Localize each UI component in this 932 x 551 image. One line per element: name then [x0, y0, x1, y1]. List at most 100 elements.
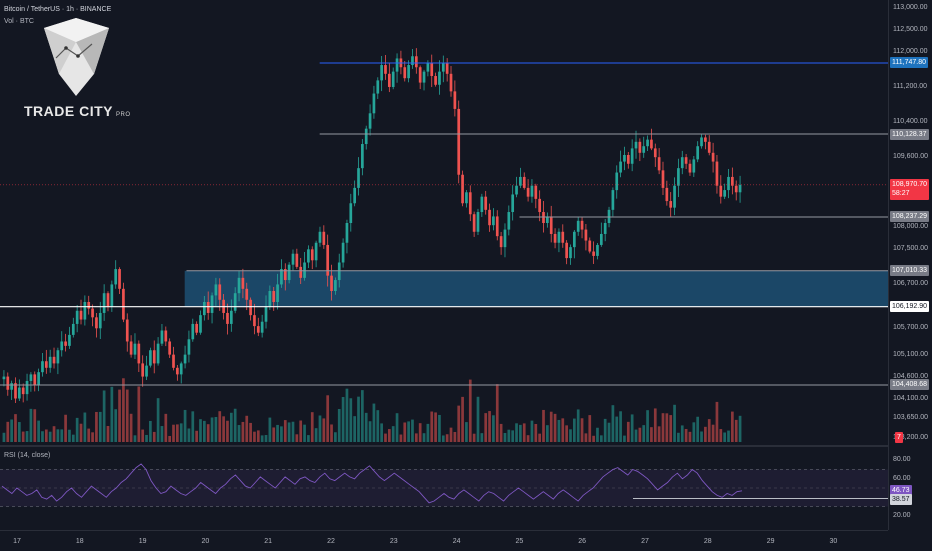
symbol-legend[interactable]: Bitcoin / TetherUS · 1h · BINANCE — [4, 6, 112, 13]
volume-bar — [684, 428, 688, 442]
candle-body — [480, 196, 484, 213]
time-tick-label: 23 — [389, 538, 398, 545]
candle-body — [10, 383, 13, 390]
volume-bar — [71, 434, 75, 442]
volume-bar — [361, 390, 364, 442]
candle-body — [368, 113, 372, 129]
volume-bar — [507, 429, 511, 442]
volume-bar — [611, 405, 615, 442]
candle-body — [272, 291, 276, 302]
candle-body — [688, 163, 692, 173]
candle-body — [17, 387, 21, 399]
volume-bar — [669, 415, 673, 442]
level-price-label: 110,128.37 — [890, 128, 929, 140]
level-price-label: 107,010.33 — [890, 265, 930, 277]
volume-bar — [233, 408, 237, 442]
candle-body — [357, 168, 360, 188]
volume-bar — [542, 409, 545, 442]
volume-bar — [68, 429, 71, 442]
volume-bar — [488, 411, 491, 442]
candle-body — [422, 71, 426, 83]
volume-bar — [368, 421, 372, 442]
candle-body — [114, 269, 118, 285]
volume-bar — [457, 405, 461, 442]
price-tick-label: 111,200.00 — [893, 82, 927, 90]
volume-bar — [264, 435, 268, 442]
candle-body — [52, 356, 56, 364]
candle-body — [133, 343, 137, 355]
candle-body — [403, 67, 407, 79]
volume-bar — [64, 414, 67, 442]
price-tick-label: 104,600.00 — [893, 372, 929, 380]
candle-body — [642, 146, 646, 153]
price-axis[interactable]: 113,000.00 112,500.00 112,000.00 111,200.00… — [888, 0, 932, 530]
candle-body — [187, 339, 191, 355]
candle-body — [376, 80, 380, 94]
price-chart-canvas[interactable] — [0, 0, 889, 445]
candle-body — [29, 374, 33, 381]
price-chart-pane[interactable] — [0, 0, 889, 445]
trade-city-logo: TRADE CITY PRO — [24, 18, 134, 138]
rsi-pane[interactable] — [0, 447, 888, 530]
candle-body — [372, 93, 376, 114]
rsi-legend[interactable]: RSI (14, close) — [4, 452, 51, 459]
volume-bar — [249, 422, 252, 442]
volume-bar — [549, 411, 553, 442]
volume-bar — [33, 409, 37, 442]
volume-bar — [199, 419, 202, 442]
candle-body — [461, 174, 464, 204]
volume-bar — [441, 435, 445, 442]
candle-body — [253, 315, 256, 327]
volume-bar — [48, 431, 52, 442]
candle-body — [125, 319, 129, 342]
volume-bar — [334, 432, 337, 442]
volume-bar — [380, 423, 383, 442]
volume-bar — [642, 425, 646, 442]
time-tick-label: 20 — [201, 538, 210, 545]
time-tick-label: 29 — [766, 538, 775, 545]
pane-divider[interactable] — [0, 445, 932, 447]
candle-body — [326, 244, 330, 276]
candle-body — [102, 293, 106, 313]
time-axis[interactable]: 17 18 19 20 21 22 23 24 25 26 27 28 29 30 — [0, 530, 888, 551]
candle-body — [391, 71, 395, 87]
volume-bar — [696, 416, 700, 442]
volume-bar — [98, 411, 102, 442]
candle-body — [557, 231, 561, 243]
time-tick-label: 21 — [264, 538, 273, 545]
candle-body — [353, 187, 357, 204]
volume-bar — [6, 421, 10, 442]
candle-body — [395, 58, 399, 72]
candle-body — [241, 277, 245, 289]
volume-bar — [56, 429, 60, 442]
volume-bar — [164, 413, 168, 442]
candle-body — [183, 354, 187, 364]
volume-bar — [434, 412, 437, 442]
volume-bar — [37, 420, 40, 442]
candle-body — [538, 198, 542, 213]
candle-body — [314, 242, 318, 261]
volume-bar — [461, 396, 464, 442]
candle-body — [106, 293, 110, 307]
volume-bar — [661, 413, 665, 442]
candle-body — [680, 157, 684, 169]
time-tick-label: 30 — [829, 538, 838, 545]
volume-bar — [237, 425, 241, 442]
candle-body — [476, 212, 480, 232]
rsi-canvas[interactable] — [0, 447, 888, 530]
candle-body — [707, 141, 711, 153]
volume-legend[interactable]: Vol · BTC — [4, 18, 34, 25]
volume-bar — [403, 422, 407, 442]
volume-bar — [17, 422, 21, 442]
candle-body — [56, 350, 60, 364]
candle-body — [584, 229, 588, 241]
volume-bar — [168, 435, 172, 442]
candle-body — [214, 284, 218, 296]
rsi-line — [1, 463, 743, 504]
volume-bar — [2, 432, 6, 442]
volume-bar — [480, 433, 484, 442]
volume-bar — [160, 426, 164, 442]
volume-bar — [172, 424, 175, 442]
candle-body — [719, 185, 723, 197]
volume-bar — [299, 420, 303, 442]
